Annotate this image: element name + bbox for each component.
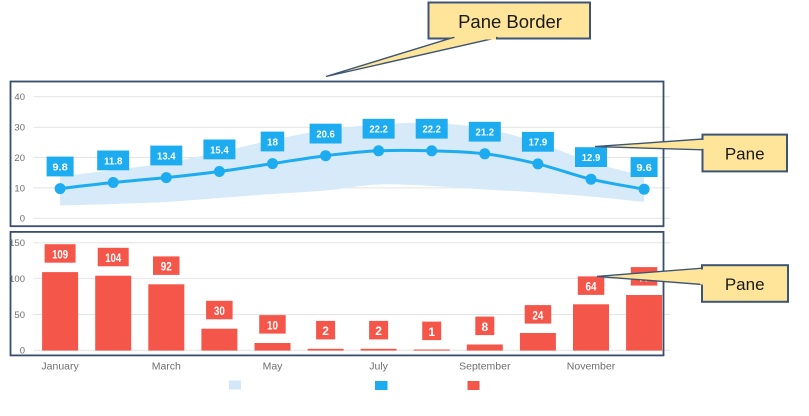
svg-text:January: January (41, 361, 79, 373)
svg-text:20.6: 20.6 (316, 129, 335, 141)
svg-text:May: May (263, 361, 284, 373)
svg-text:40: 40 (14, 92, 25, 103)
svg-text:0: 0 (20, 346, 25, 357)
svg-text:2: 2 (375, 324, 382, 338)
svg-text:13.4: 13.4 (157, 150, 176, 162)
svg-text:104: 104 (105, 251, 121, 265)
svg-text:18: 18 (267, 136, 278, 148)
svg-text:24: 24 (532, 308, 543, 322)
svg-text:92: 92 (161, 260, 172, 274)
svg-text:March: March (152, 361, 181, 373)
svg-text:64: 64 (586, 280, 597, 294)
svg-text:150: 150 (9, 238, 25, 249)
svg-text:2: 2 (322, 324, 329, 338)
svg-text:17.9: 17.9 (529, 137, 548, 149)
svg-text:20: 20 (14, 153, 25, 164)
svg-text:July: July (369, 361, 388, 373)
svg-text:0: 0 (20, 214, 25, 225)
svg-text:11.8: 11.8 (104, 155, 123, 167)
svg-text:10: 10 (267, 318, 278, 332)
svg-text:9.6: 9.6 (636, 162, 652, 174)
svg-text:15.4: 15.4 (210, 144, 229, 156)
svg-text:21.2: 21.2 (476, 127, 495, 139)
svg-text:22.2: 22.2 (369, 124, 388, 136)
svg-text:22.2: 22.2 (422, 124, 441, 136)
svg-text:10: 10 (14, 183, 25, 194)
svg-text:Pane Border: Pane Border (458, 11, 562, 32)
svg-text:109: 109 (52, 247, 68, 261)
svg-text:30: 30 (214, 304, 225, 318)
svg-text:1: 1 (428, 325, 435, 339)
svg-text:Pane: Pane (725, 145, 765, 164)
svg-text:Pane: Pane (725, 275, 765, 294)
svg-text:100: 100 (9, 274, 25, 285)
svg-text:8: 8 (481, 320, 488, 334)
svg-text:November: November (567, 361, 616, 373)
svg-text:50: 50 (14, 310, 25, 321)
svg-text:12.9: 12.9 (582, 152, 601, 164)
svg-text:9.8: 9.8 (52, 161, 68, 173)
svg-text:30: 30 (14, 123, 25, 134)
svg-text:September: September (459, 361, 511, 373)
